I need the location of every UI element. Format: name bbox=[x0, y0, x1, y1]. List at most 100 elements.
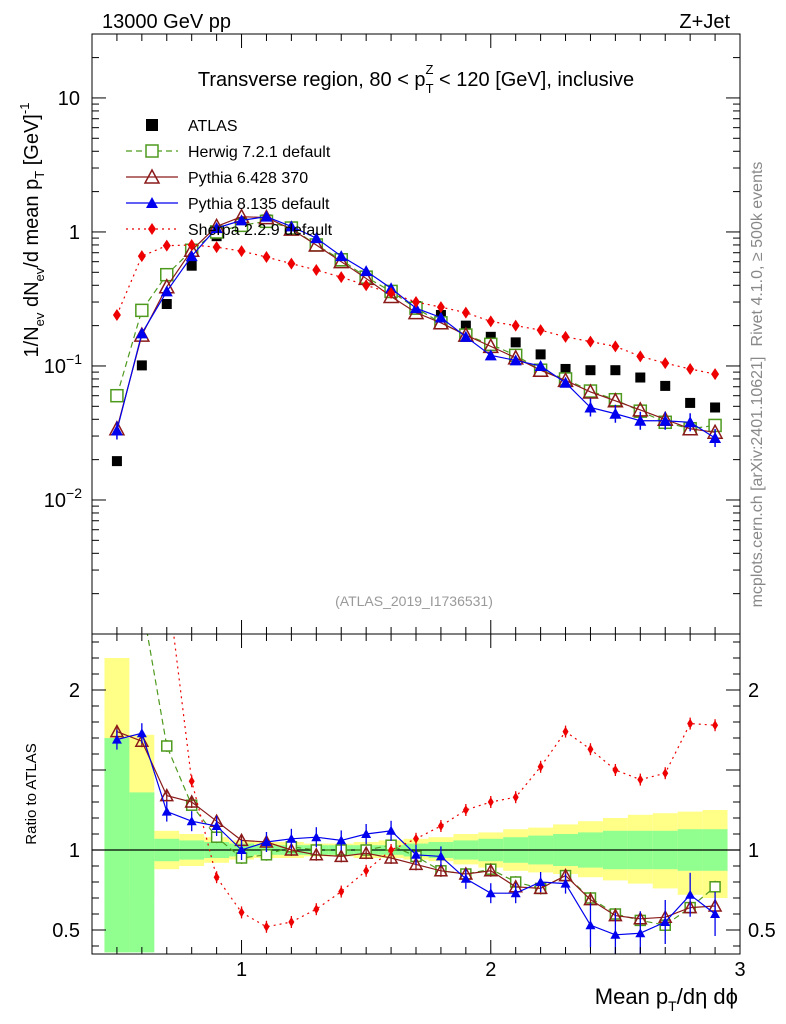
axes-ticks: 1 2 3 10−2 10−1 1 10 0.5 0.5 1 1 2 2 bbox=[44, 33, 776, 981]
legend-label-herwig-7-2-1-default: Herwig 7.2.1 default bbox=[188, 144, 331, 161]
ratio-point-pythia-6-428-370 bbox=[358, 845, 374, 859]
x-tick-label: 1 bbox=[236, 959, 247, 981]
main-point-pythia-8-135-default bbox=[310, 232, 323, 244]
ratio-point-sherpa-2-2-9-default bbox=[213, 872, 220, 883]
ratio-plot-frame bbox=[91, 633, 741, 955]
main-point-sherpa-2-2-9-default bbox=[387, 287, 396, 300]
main-point-sherpa-2-2-9-default bbox=[611, 340, 620, 353]
main-point-sherpa-2-2-9-default bbox=[187, 238, 196, 251]
ratio-point-pythia-8-135-default bbox=[261, 837, 272, 846]
main-point-atlas bbox=[560, 363, 571, 374]
main-line-herwig-7-2-1-default bbox=[116, 220, 716, 430]
y-tick-label: 10 bbox=[58, 88, 80, 110]
ratio-point-sherpa-2-2-9-default bbox=[462, 805, 469, 815]
main-point-atlas bbox=[685, 397, 696, 408]
ratio-y-tick-label: 0.5 bbox=[52, 920, 80, 942]
x-tick-label: 2 bbox=[485, 959, 496, 981]
main-point-pythia-6-428-370 bbox=[308, 236, 325, 252]
main-point-pythia-8-135-default bbox=[534, 359, 547, 371]
ratio-stat-band bbox=[104, 738, 130, 953]
ratio-point-sherpa-2-2-9-default bbox=[413, 833, 419, 844]
main-point-sherpa-2-2-9-default bbox=[312, 264, 321, 277]
ratio-point-pythia-8-135-default bbox=[710, 909, 721, 918]
ratio-point-sherpa-2-2-9-default bbox=[338, 886, 345, 897]
main-point-sherpa-2-2-9-default bbox=[436, 301, 445, 314]
main-line-pythia-6-428-370 bbox=[116, 216, 716, 433]
main-point-sherpa-2-2-9-default bbox=[586, 335, 595, 348]
main-point-pythia-8-135-default bbox=[210, 222, 223, 234]
main-point-pythia-8-135-default bbox=[634, 414, 647, 426]
main-point-sherpa-2-2-9-default bbox=[636, 350, 645, 363]
main-point-atlas bbox=[660, 380, 671, 391]
main-point-pythia-8-135-default bbox=[185, 250, 198, 262]
main-point-sherpa-2-2-9-default bbox=[686, 362, 695, 375]
ratio-y-tick-label: 2 bbox=[69, 680, 80, 702]
ratio-point-sherpa-2-2-9-default bbox=[612, 765, 619, 775]
main-point-pythia-8-135-default bbox=[260, 210, 273, 222]
ratio-plot-series bbox=[109, 634, 723, 954]
main-point-pythia-8-135-default bbox=[659, 414, 672, 426]
ratio-point-pythia-8-135-default bbox=[560, 878, 571, 888]
ratio-point-pythia-8-135-default bbox=[460, 873, 471, 883]
main-plot-series bbox=[108, 208, 724, 467]
ratio-y-tick-label: 1 bbox=[69, 840, 80, 862]
y-tick-label: 1 bbox=[69, 222, 80, 244]
process-label: Z+Jet bbox=[679, 11, 730, 33]
main-point-atlas bbox=[510, 337, 521, 348]
main-point-sherpa-2-2-9-default bbox=[262, 251, 271, 264]
main-point-sherpa-2-2-9-default bbox=[661, 357, 670, 370]
main-point-sherpa-2-2-9-default bbox=[112, 309, 121, 322]
ratio-point-sherpa-2-2-9-default bbox=[313, 904, 320, 915]
ratio-point-pythia-8-135-default bbox=[311, 832, 322, 842]
ratio-point-pythia-6-428-370 bbox=[284, 842, 299, 856]
ratio-point-pythia-8-135-default bbox=[635, 928, 646, 938]
main-point-pythia-8-135-default bbox=[110, 424, 123, 436]
main-point-atlas bbox=[585, 365, 596, 376]
main-point-pythia-6-428-370 bbox=[382, 287, 400, 304]
ratio-point-pythia-6-428-370 bbox=[433, 863, 449, 877]
main-point-sherpa-2-2-9-default bbox=[412, 296, 420, 309]
main-point-atlas bbox=[635, 372, 646, 383]
ratio-point-herwig-7-2-1-default bbox=[709, 881, 721, 893]
ratio-point-sherpa-2-2-9-default bbox=[637, 774, 644, 785]
ratio-point-pythia-8-135-default bbox=[510, 888, 521, 898]
main-point-sherpa-2-2-9-default bbox=[212, 241, 221, 254]
ratio-point-pythia-6-428-370 bbox=[383, 850, 399, 864]
ratio-point-pythia-8-135-default bbox=[585, 920, 596, 930]
ratio-y-tick-label-right: 2 bbox=[748, 680, 759, 702]
ratio-point-sherpa-2-2-9-default bbox=[662, 768, 669, 779]
main-point-sherpa-2-2-9-default bbox=[287, 257, 296, 270]
ratio-point-pythia-6-428-370 bbox=[159, 788, 175, 802]
legend: ATLAS Herwig 7.2.1 default Pythia 6.428 37… bbox=[126, 118, 333, 239]
ratio-point-pythia-8-135-default bbox=[161, 806, 172, 816]
main-point-pythia-8-135-default bbox=[335, 250, 348, 262]
ratio-point-sherpa-2-2-9-default bbox=[537, 761, 544, 772]
legend-marker-herwig-7-2-1-default bbox=[145, 144, 159, 158]
main-point-pythia-6-428-370 bbox=[582, 383, 599, 399]
ratio-point-sherpa-2-2-9-default bbox=[238, 907, 245, 918]
main-point-pythia-8-135-default bbox=[434, 311, 447, 323]
main-point-atlas bbox=[136, 360, 147, 371]
ratio-point-pythia-6-428-370 bbox=[483, 863, 499, 877]
main-point-herwig-7-2-1-default bbox=[135, 303, 149, 318]
y-tick-label: 10−1 bbox=[44, 351, 82, 378]
legend-marker-sherpa-2-2-9-default bbox=[148, 223, 156, 235]
main-point-atlas bbox=[710, 402, 721, 413]
main-point-pythia-8-135-default bbox=[360, 265, 373, 277]
ratio-point-pythia-6-428-370 bbox=[184, 794, 199, 808]
ratio-point-sherpa-2-2-9-default bbox=[587, 744, 594, 755]
ratio-point-pythia-6-428-370 bbox=[309, 847, 324, 861]
ratio-uncertainty-bands bbox=[104, 658, 728, 953]
ratio-point-sherpa-2-2-9-default bbox=[288, 917, 295, 927]
ratio-point-pythia-8-135-default bbox=[535, 877, 546, 886]
ratio-point-pythia-6-428-370 bbox=[533, 880, 548, 895]
ratio-point-pythia-8-135-default bbox=[435, 851, 446, 861]
ratio-point-pythia-8-135-default bbox=[211, 821, 222, 830]
main-point-pythia-8-135-default bbox=[285, 220, 298, 232]
main-point-sherpa-2-2-9-default bbox=[511, 319, 520, 332]
ratio-line-sherpa-2-2-9-default bbox=[173, 634, 716, 928]
ratio-point-pythia-6-428-370 bbox=[333, 848, 349, 863]
main-point-atlas bbox=[485, 331, 496, 342]
ratio-point-sherpa-2-2-9-default bbox=[712, 720, 719, 731]
